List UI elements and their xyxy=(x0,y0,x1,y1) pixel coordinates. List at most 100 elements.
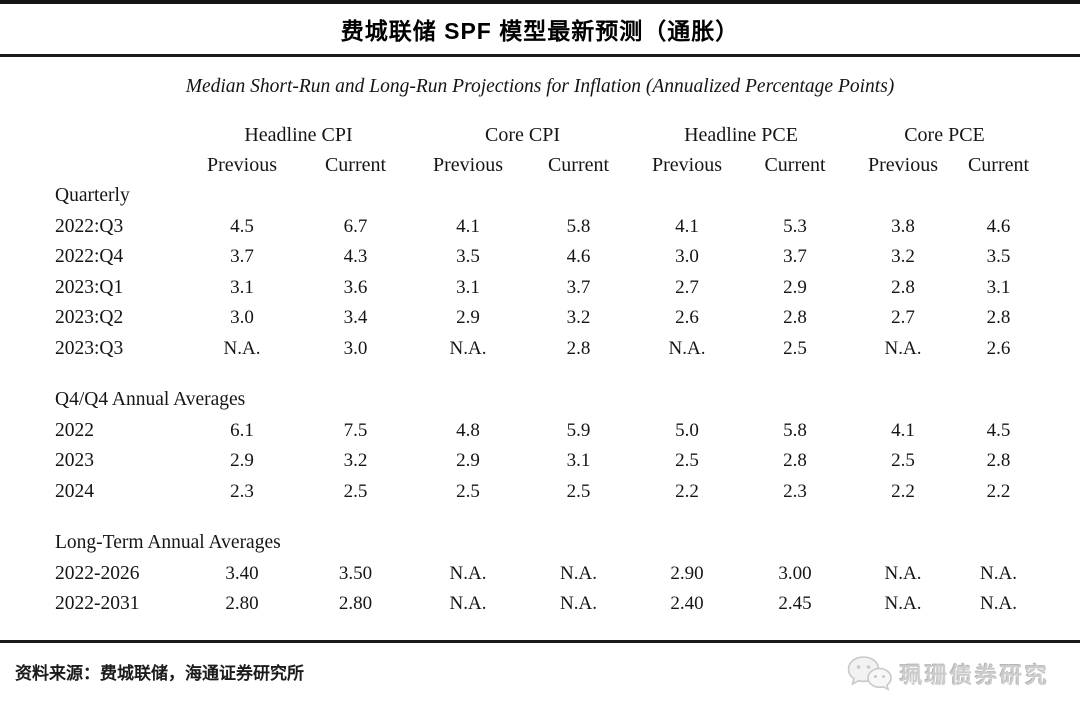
table-cell: 2.8 xyxy=(783,307,807,329)
watermark-text: 珮珊债券研究 xyxy=(899,662,1050,688)
table-cell: 7.5 xyxy=(343,419,368,441)
table-cell: 4.8 xyxy=(456,419,480,441)
table-subtitle: Median Short-Run and Long-Run Projection… xyxy=(185,76,895,97)
table-cell: 4.6 xyxy=(986,215,1011,237)
row-label: 2022:Q3 xyxy=(55,215,124,237)
table-cell: 2.2 xyxy=(675,480,699,502)
table-cell: 4.5 xyxy=(986,419,1011,441)
table-cell: 3.2 xyxy=(891,246,915,268)
title-divider xyxy=(0,54,1080,57)
sub-column-header: Current xyxy=(764,154,826,177)
table-cell: 2.8 xyxy=(891,276,915,298)
corner-cell xyxy=(55,120,185,151)
sub-column-header: Previous xyxy=(207,154,277,177)
bottom-rule xyxy=(0,639,1080,643)
column-group-header: Core PCE xyxy=(904,123,985,146)
table-cell: 2.5 xyxy=(566,480,591,502)
row-label: 2023:Q1 xyxy=(55,276,124,298)
table-row: 2023 2.9 3.2 2.9 3.1 2.5 2.8 2.5 2.8 xyxy=(55,446,1040,477)
table-cell: 2.5 xyxy=(783,337,807,359)
table-cell: 3.8 xyxy=(891,215,915,237)
table-cell: 3.50 xyxy=(338,562,373,584)
table-cell: 4.1 xyxy=(675,215,699,237)
footer: 资料来源：费城联储，海通证券研究所 珮珊债券研究 xyxy=(0,654,1080,694)
table-cell: 2.90 xyxy=(670,562,704,584)
table-cell: 3.2 xyxy=(343,450,368,472)
sub-column-header: Previous xyxy=(433,154,503,177)
table-cell: 4.1 xyxy=(456,215,480,237)
table-cell: 2.9 xyxy=(456,450,480,472)
table-cell: 3.2 xyxy=(566,307,591,329)
row-label: 2023:Q3 xyxy=(55,337,124,359)
table-cell: 3.7 xyxy=(566,276,591,298)
sub-column-header: Previous xyxy=(868,154,938,177)
row-label: 2022-2031 xyxy=(55,593,140,615)
section-label-row: Long-Term Annual Averages xyxy=(55,528,1040,559)
sub-column-header: Previous xyxy=(652,154,722,177)
table-cell: 2.8 xyxy=(783,450,807,472)
row-label: 2024 xyxy=(55,480,94,502)
table-cell: 3.1 xyxy=(456,276,480,298)
table-cell: N.A. xyxy=(449,593,487,615)
table-head: Headline CPI Core CPI Headline PCE Core PCE… xyxy=(55,120,1040,181)
table-cell: 5.8 xyxy=(783,419,807,441)
corner-cell xyxy=(55,151,185,182)
table-cell: N.A. xyxy=(449,337,487,359)
table-cell: N.A. xyxy=(980,593,1017,615)
table-cell: 2.9 xyxy=(783,276,807,298)
table-cell: 5.3 xyxy=(783,215,807,237)
table-cell: 2.7 xyxy=(675,276,699,298)
top-rule xyxy=(0,0,1080,4)
table-cell: N.A. xyxy=(668,337,706,359)
section-spacer xyxy=(55,364,1040,385)
table-cell: 5.0 xyxy=(675,419,699,441)
column-group-header: Headline CPI xyxy=(244,123,353,146)
table-row: 2022-2031 2.80 2.80 N.A. N.A. 2.40 2.45 N.A. N.A… xyxy=(55,589,1040,620)
table-cell: 5.9 xyxy=(566,419,591,441)
table-row: 2022 6.1 7.5 4.8 5.9 5.0 5.8 4.1 4.5 xyxy=(55,416,1040,447)
sub-column-header: Current xyxy=(967,154,1030,177)
table-cell: 3.5 xyxy=(986,246,1011,268)
table-cell: 3.1 xyxy=(566,450,591,472)
table-cell: 3.4 xyxy=(343,307,368,329)
table-cell: 2.80 xyxy=(338,593,373,615)
sub-header-row: Previous Current Previous Current Previous Cu… xyxy=(55,151,1040,182)
table-cell: 2.7 xyxy=(891,307,915,329)
table-row: 2022:Q3 4.5 6.7 4.1 5.8 4.1 5.3 3.8 4.6 xyxy=(55,212,1040,243)
table-cell: 4.3 xyxy=(343,246,368,268)
row-label: 2022 xyxy=(55,419,94,441)
table-cell: 2.45 xyxy=(778,593,812,615)
table-cell: 2.8 xyxy=(986,307,1011,329)
table-cell: 6.1 xyxy=(230,419,254,441)
table-cell: 2.6 xyxy=(986,337,1011,359)
table-cell: 2.5 xyxy=(456,480,480,502)
table-cell: N.A. xyxy=(560,562,597,584)
section-spacer xyxy=(55,507,1040,528)
figure-title: 费城联储 SPF 模型最新预测（通胀） xyxy=(340,18,740,44)
row-label: 2022:Q4 xyxy=(55,246,124,268)
row-label: 2023 xyxy=(55,450,94,472)
table-cell: 2.2 xyxy=(986,480,1011,502)
table-cell: 2.80 xyxy=(225,593,259,615)
table-cell: 3.7 xyxy=(783,246,807,268)
table-cell: 2.6 xyxy=(675,307,699,329)
watermark: 珮珊债券研究 xyxy=(846,654,1050,694)
table-cell: N.A. xyxy=(980,562,1017,584)
table-row: 2023:Q3 N.A. 3.0 N.A. 2.8 N.A. 2.5 N.A. 2.6 xyxy=(55,334,1040,365)
table-cell: 3.40 xyxy=(225,562,259,584)
table-row: 2024 2.3 2.5 2.5 2.5 2.2 2.3 2.2 2.2 xyxy=(55,477,1040,508)
table-cell: 4.1 xyxy=(891,419,915,441)
column-group-header: Core CPI xyxy=(485,123,560,146)
projections-table: Headline CPI Core CPI Headline PCE Core PCE… xyxy=(55,120,1040,620)
table-cell: 3.0 xyxy=(343,337,368,359)
source-note: 资料来源：费城联储，海通证券研究所 xyxy=(15,663,304,683)
sub-column-header: Current xyxy=(324,154,387,177)
row-label: 2022-2026 xyxy=(55,562,140,584)
table-cell: 2.5 xyxy=(343,480,368,502)
section-label-row: Quarterly xyxy=(55,181,1040,212)
table-row: 2023:Q2 3.0 3.4 2.9 3.2 2.6 2.8 2.7 2.8 xyxy=(55,303,1040,334)
table-cell: 2.2 xyxy=(891,480,915,502)
table-cell: 2.3 xyxy=(783,480,807,502)
table-cell: 3.6 xyxy=(343,276,368,298)
